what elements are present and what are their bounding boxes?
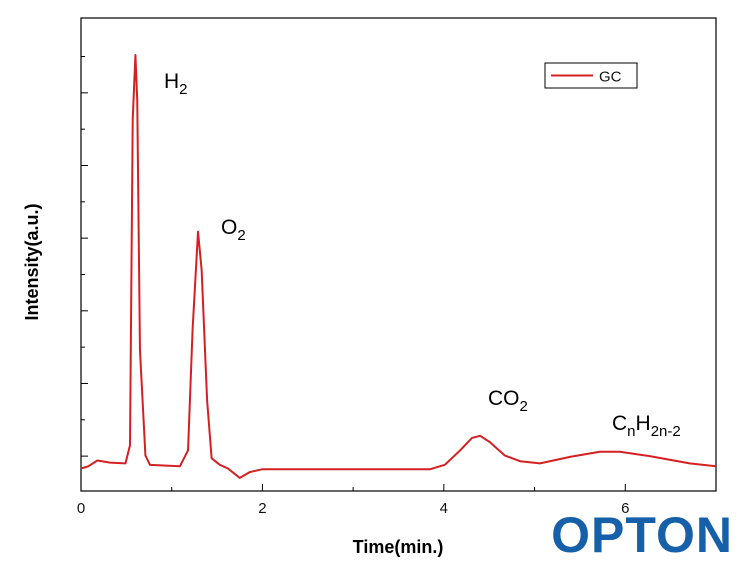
peak-label-subscript: n <box>627 423 635 440</box>
peak-label: CO2 <box>488 387 528 415</box>
peak-label-text: CO <box>488 387 520 410</box>
peak-label-text: H <box>636 412 651 435</box>
plot-frame <box>80 17 717 492</box>
legend-label: GC <box>599 69 622 86</box>
data-line <box>80 54 717 479</box>
peak-label: H2 <box>164 70 188 98</box>
peak-label-text: O <box>221 216 237 239</box>
peak-label-text: C <box>612 412 627 435</box>
y-axis-title: Intensity(a.u.) <box>22 203 42 320</box>
x-tick-label: 6 <box>621 500 629 517</box>
peak-label-subscript: 2 <box>520 398 528 415</box>
x-tick-label: 0 <box>77 500 85 517</box>
x-tick-label: 4 <box>440 500 448 517</box>
peak-label-text: H <box>164 70 179 93</box>
peak-label: O2 <box>221 216 246 244</box>
peak-label-subscript: 2n-2 <box>651 423 681 440</box>
x-axis-title: Time(min.) <box>353 537 444 557</box>
peak-label-subscript: 2 <box>237 227 245 244</box>
logo: OPTON <box>551 507 733 563</box>
peak-label-subscript: 2 <box>179 81 187 98</box>
peak-label: CnH2n-2 <box>612 412 681 440</box>
x-tick-label: 2 <box>258 500 266 517</box>
